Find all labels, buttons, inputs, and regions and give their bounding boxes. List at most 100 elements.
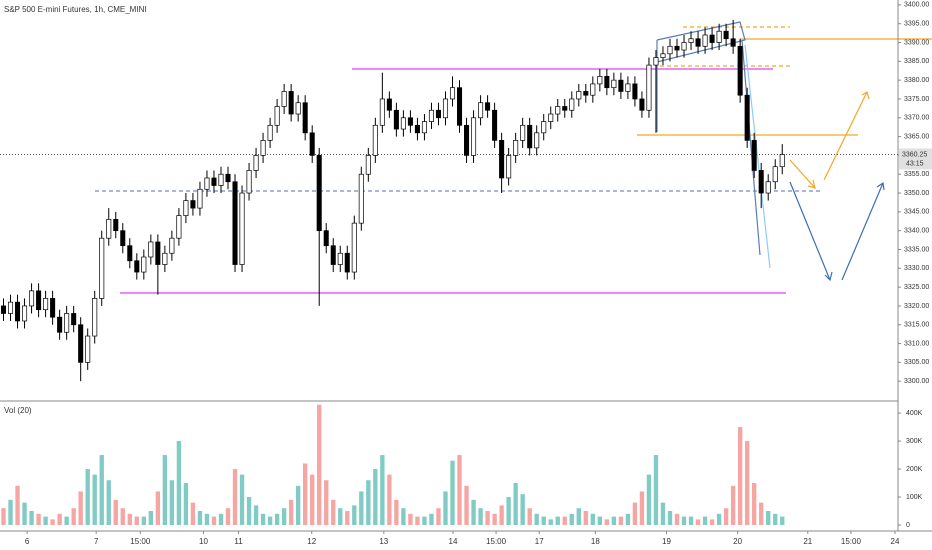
candle-body: [688, 38, 694, 43]
volume-bar: [218, 513, 224, 525]
candle-body: [106, 219, 112, 239]
volume-bar: [239, 474, 245, 525]
volume-bar: [331, 499, 336, 525]
candle-body: [316, 155, 322, 232]
candle-body: [183, 200, 189, 216]
candle-body: [253, 155, 259, 171]
volume-bar: [660, 502, 666, 525]
volume-bar: [436, 508, 441, 525]
x-tick-label: 12: [307, 537, 316, 546]
volume-bar: [555, 516, 560, 525]
candle-body: [702, 34, 708, 47]
candle-body: [751, 140, 757, 171]
volume-bar: [527, 508, 532, 525]
candle-body: [225, 173, 231, 183]
volume-bar: [569, 513, 574, 525]
volume-bar: [562, 516, 567, 525]
volume-bar: [303, 463, 308, 525]
volume-bar: [597, 516, 603, 525]
volume-bar: [281, 508, 287, 525]
volume-bar: [190, 502, 196, 525]
candle-body: [211, 177, 217, 186]
volume-bar: [723, 508, 729, 525]
candle-body: [548, 113, 554, 122]
candle-body: [281, 91, 287, 107]
volume-bar: [709, 519, 715, 525]
volume-bar: [695, 519, 701, 525]
candle-body: [78, 324, 84, 363]
volume-bar: [653, 455, 659, 525]
volume-bar: [232, 469, 238, 525]
volume-bar: [450, 460, 455, 525]
y-tick-label: 3400.00: [904, 2, 929, 9]
y-tick-label: 3325.00: [904, 284, 929, 291]
volume-bar: [759, 502, 764, 525]
volume-bar: [604, 519, 610, 525]
volume-bar: [373, 469, 378, 525]
candle-body: [730, 38, 736, 47]
volume-bar: [422, 516, 427, 525]
candle-body: [765, 181, 771, 194]
candle-body: [653, 57, 659, 66]
candle-body: [197, 188, 203, 209]
candle-body: [204, 177, 210, 190]
volume-bar: [85, 469, 90, 525]
volume-bar: [36, 513, 41, 525]
candle-body: [337, 252, 343, 265]
candle-body: [485, 102, 491, 111]
volume-bar: [681, 516, 687, 525]
candle-body: [43, 298, 49, 311]
y-tick-label: 3390.00: [904, 39, 929, 46]
volume-bar: [106, 480, 111, 525]
y2-tick-label: 200K: [906, 466, 923, 473]
candle-body: [618, 79, 624, 92]
arrow: [841, 182, 884, 281]
candle-body: [176, 215, 182, 239]
volume-bar: [415, 516, 420, 525]
y2-tick-label: 400K: [906, 410, 923, 417]
volume-bar: [548, 519, 553, 525]
volume-bar: [737, 427, 743, 525]
volume-bar: [260, 513, 266, 525]
volume-bar: [64, 516, 69, 525]
y2-tick-label: 0: [906, 522, 910, 529]
candle-body: [527, 124, 533, 149]
candle-body: [407, 117, 413, 126]
candle-body: [758, 170, 764, 194]
candle-body: [22, 305, 28, 322]
candle-body: [499, 140, 505, 179]
y-tick-label: 3340.00: [904, 228, 929, 235]
y-tick-label: 3380.00: [904, 77, 929, 84]
candle-body: [372, 124, 378, 156]
y-tick-label: 3365.00: [904, 133, 929, 140]
volume-bar: [352, 505, 357, 525]
volume-bar: [752, 483, 757, 525]
candle-body: [113, 219, 119, 232]
candle-body: [435, 109, 442, 119]
candle-body: [660, 53, 666, 58]
candle-body: [127, 245, 133, 262]
volume-bar: [401, 508, 406, 525]
candle-body: [737, 45, 743, 96]
candle-body: [695, 38, 701, 47]
arrow-head: [861, 91, 870, 100]
candle-body: [92, 298, 98, 337]
volume-bar: [478, 508, 483, 525]
volume-bar: [773, 513, 778, 525]
volume-bar: [310, 474, 315, 525]
volume-bar: [541, 516, 546, 525]
candle-body: [0, 305, 7, 314]
candle-body: [267, 124, 273, 141]
arrow-head: [824, 271, 833, 282]
volume-bar: [99, 455, 104, 525]
candle-body: [379, 98, 385, 126]
volume-bar: [120, 508, 125, 525]
candle-body: [513, 140, 519, 156]
volume-bar: [625, 513, 631, 525]
candle-body: [520, 124, 526, 141]
candle-body: [421, 121, 427, 134]
y-tick-label: 3330.00: [904, 265, 929, 272]
candle-body: [155, 241, 161, 265]
annotations: [95, 21, 932, 294]
y-tick-label: 3355.00: [904, 171, 929, 178]
